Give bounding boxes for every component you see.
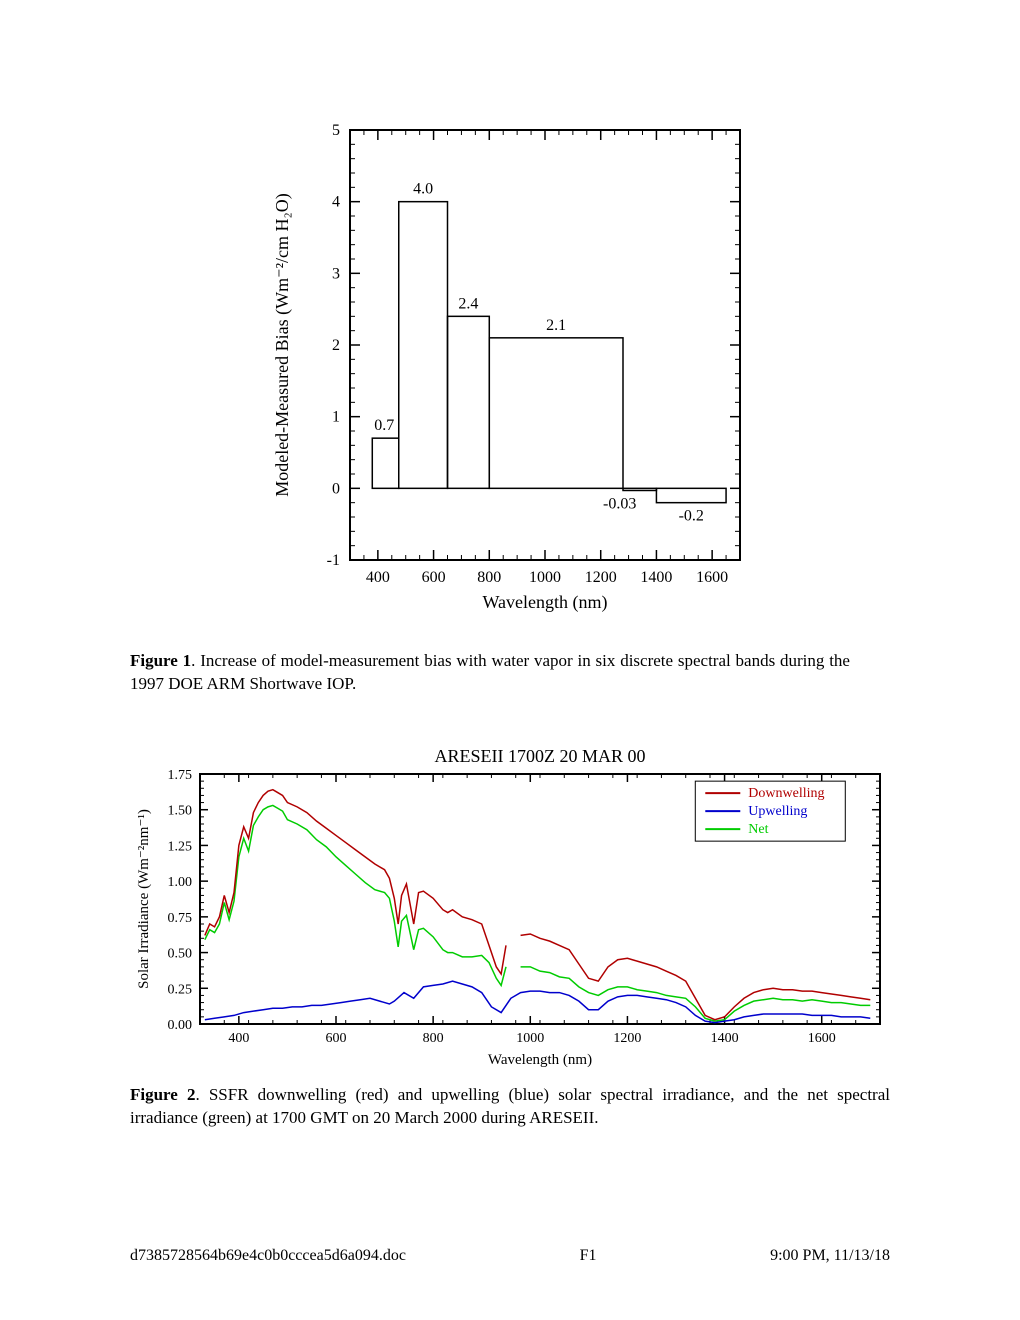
svg-text:0.00: 0.00	[168, 1018, 193, 1033]
svg-text:Upwelling: Upwelling	[748, 804, 807, 819]
svg-text:1.50: 1.50	[168, 804, 193, 819]
svg-text:Modeled-Measured Bias (Wm⁻²/cm: Modeled-Measured Bias (Wm⁻²/cm H₂O)	[272, 193, 293, 497]
svg-text:400: 400	[228, 1031, 249, 1046]
svg-text:1200: 1200	[613, 1031, 641, 1046]
svg-text:0.7: 0.7	[374, 417, 394, 434]
svg-text:0.25: 0.25	[168, 982, 193, 997]
svg-text:Wavelength (nm): Wavelength (nm)	[488, 1052, 592, 1068]
svg-text:-0.03: -0.03	[603, 495, 636, 512]
figure-2-caption-text: . SSFR downwelling (red) and upwelling (…	[130, 1085, 890, 1127]
svg-text:4: 4	[332, 194, 340, 211]
svg-text:1.00: 1.00	[168, 875, 193, 890]
svg-text:4.0: 4.0	[413, 181, 433, 198]
figure-1-container: 400 600 800 1000 1200 1400 1600 -1 0 1 2 3 4 5 Wavelen…	[130, 110, 890, 630]
svg-text:Wavelength (nm): Wavelength (nm)	[482, 592, 607, 613]
svg-text:1400: 1400	[640, 569, 672, 586]
svg-text:5: 5	[332, 122, 340, 139]
page-footer: d7385728564b69e4c0b0cccea5d6a094.doc F1 …	[130, 1247, 890, 1265]
svg-text:800: 800	[423, 1031, 444, 1046]
svg-text:ARESEII 1700Z 20 MAR 00: ARESEII 1700Z 20 MAR 00	[435, 746, 646, 766]
svg-text:1000: 1000	[516, 1031, 544, 1046]
svg-text:-0.2: -0.2	[679, 508, 704, 525]
svg-text:1600: 1600	[696, 569, 728, 586]
figure-2-chart: ARESEII 1700Z 20 MAR 00 400 600 800 1000 1200…	[130, 744, 890, 1074]
figure-2-caption-label: Figure 2	[130, 1085, 195, 1104]
svg-text:1200: 1200	[585, 569, 617, 586]
figure-2-container: ARESEII 1700Z 20 MAR 00 400 600 800 1000 1200…	[130, 744, 890, 1074]
figure-1-caption-label: Figure 1	[130, 651, 191, 670]
svg-text:600: 600	[326, 1031, 347, 1046]
svg-text:1000: 1000	[529, 569, 561, 586]
svg-text:0.75: 0.75	[168, 911, 193, 926]
svg-text:400: 400	[366, 569, 390, 586]
svg-text:Downwelling: Downwelling	[748, 786, 824, 801]
svg-text:2.1: 2.1	[546, 317, 566, 334]
svg-text:Solar Irradiance (Wm⁻²nm⁻¹): Solar Irradiance (Wm⁻²nm⁻¹)	[136, 809, 152, 989]
svg-text:0: 0	[332, 480, 340, 497]
footer-timestamp: 9:00 PM, 11/13/18	[770, 1247, 890, 1265]
figure-1-caption-text: . Increase of model-measurement bias wit…	[130, 651, 850, 693]
svg-text:-1: -1	[327, 552, 340, 569]
svg-text:Net: Net	[748, 822, 768, 837]
svg-text:800: 800	[477, 569, 501, 586]
figure-2-caption: Figure 2. SSFR downwelling (red) and upw…	[130, 1084, 890, 1130]
figure-1-chart: 400 600 800 1000 1200 1400 1600 -1 0 1 2 3 4 5 Wavelen…	[260, 110, 760, 630]
svg-text:2: 2	[332, 337, 340, 354]
document-page: 400 600 800 1000 1200 1400 1600 -1 0 1 2 3 4 5 Wavelen…	[0, 0, 1020, 1320]
svg-text:1: 1	[332, 409, 340, 426]
figure-1-caption: Figure 1. Increase of model-measurement …	[130, 650, 850, 696]
svg-text:1.75: 1.75	[168, 768, 193, 783]
svg-text:0.50: 0.50	[168, 946, 193, 961]
svg-text:3: 3	[332, 265, 340, 282]
svg-text:2.4: 2.4	[458, 295, 478, 312]
svg-text:1.25: 1.25	[168, 839, 193, 854]
svg-text:1400: 1400	[711, 1031, 739, 1046]
footer-filename: d7385728564b69e4c0b0cccea5d6a094.doc	[130, 1247, 406, 1265]
svg-text:1600: 1600	[808, 1031, 836, 1046]
footer-page-number: F1	[580, 1247, 597, 1265]
svg-text:600: 600	[422, 569, 446, 586]
